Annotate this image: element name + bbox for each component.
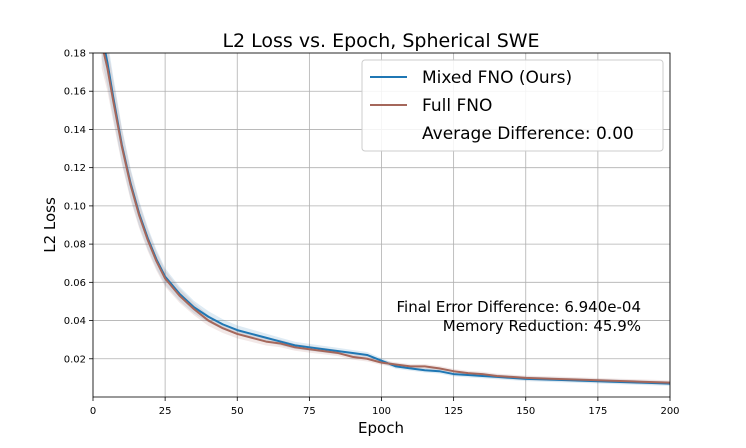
x-tick-label: 150 [516,406,535,417]
legend-average-difference: Average Difference: 0.00 [422,124,634,144]
y-tick-label: 0.06 [64,278,86,289]
y-tick-label: 0.16 [64,87,86,98]
x-tick-label: 200 [660,406,679,417]
annotation-memory-reduction: Memory Reduction: 45.9% [443,317,641,335]
y-tick-label: 0.18 [64,49,86,60]
y-tick-label: 0.08 [64,240,86,251]
y-axis-label: L2 Loss [41,197,59,253]
series-lines [102,53,670,385]
y-tick-label: 0.02 [64,354,86,365]
x-axis-ticks: 0 25 50 75 100 125 150 175 200 [90,397,680,417]
series-line-full-fno [102,53,670,384]
chart-title: L2 Loss vs. Epoch, Spherical SWE [222,30,539,52]
y-tick-label: 0.10 [64,201,86,212]
y-tick-label: 0.04 [64,316,86,327]
x-tick-label: 75 [303,406,316,417]
x-tick-label: 125 [444,406,463,417]
x-axis-label: Epoch [358,419,404,437]
x-tick-label: 0 [90,406,96,417]
legend-label-full-fno: Full FNO [422,96,492,116]
y-tick-label: 0.14 [64,125,86,136]
x-tick-label: 25 [159,406,172,417]
legend-label-mixed-fno: Mixed FNO (Ours) [422,68,572,88]
x-tick-label: 175 [588,406,607,417]
annotation-final-error: Final Error Difference: 6.940e-04 [397,298,642,316]
x-tick-label: 50 [231,406,244,417]
y-axis-ticks: 0.02 0.04 0.06 0.08 0.10 0.12 0.14 0.16 0.18 [64,49,93,365]
x-tick-label: 100 [372,406,391,417]
legend-box [361,59,664,152]
legend: Mixed FNO (Ours) Full FNO Average Differ… [361,59,664,152]
y-tick-label: 0.12 [64,163,86,174]
